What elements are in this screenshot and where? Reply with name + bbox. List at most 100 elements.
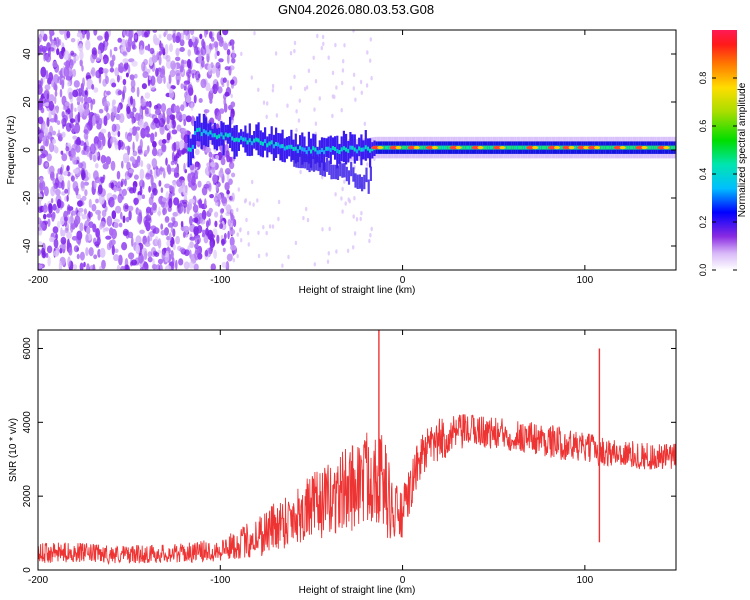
spectrogram-core — [222, 135, 225, 140]
spectrogram-speckle — [112, 99, 116, 105]
spectrogram-speckle — [187, 173, 192, 183]
spectrogram-speckle — [70, 102, 74, 113]
spectrogram-core — [673, 145, 676, 150]
spectrogram-speckle — [45, 162, 49, 167]
spectrogram-speckle — [215, 154, 220, 160]
spectrogram-speckle — [114, 248, 119, 254]
spectrogram-speckle — [192, 204, 199, 213]
spectrogram-speckle — [76, 253, 80, 260]
spectrogram-hotspot — [663, 146, 670, 150]
spectrogram-x-tick-label: 0 — [400, 275, 406, 286]
spectrogram-speckle — [103, 115, 108, 126]
spectrogram-ridge — [215, 128, 219, 151]
spectrogram-speckle — [161, 143, 167, 153]
spectrogram-speckle — [99, 52, 103, 61]
spectrogram-speckle — [122, 51, 127, 56]
spectrogram-speckle — [370, 76, 373, 81]
spectrogram-speckle — [48, 94, 55, 103]
spectrogram-speckle — [52, 138, 57, 144]
spectrogram-speckle — [204, 198, 207, 209]
spectrogram-speckle — [62, 106, 68, 111]
spectrogram-speckle — [128, 30, 133, 41]
spectrogram-lobe — [369, 166, 372, 181]
spectrogram-hotspot — [562, 145, 571, 150]
spectrogram-speckle — [352, 245, 355, 250]
spectrogram-core — [629, 145, 632, 150]
spectrogram-speckle — [132, 107, 137, 113]
spectrogram-speckle — [91, 84, 95, 90]
spectrogram-speckle — [161, 65, 166, 75]
spectrogram-speckle — [101, 259, 106, 270]
spectrogram-lobe — [332, 164, 335, 180]
spectrogram-hotspot — [594, 146, 601, 150]
spectrogram-speckle — [342, 59, 345, 64]
spectrogram-core — [338, 150, 341, 154]
spectrogram-speckle — [96, 35, 103, 41]
spectrogram-speckle — [85, 234, 89, 243]
spectrogram-speckle — [117, 139, 124, 148]
spectrogram-speckle — [103, 54, 109, 64]
spectrogram-speckle — [145, 173, 152, 180]
spectrogram-core — [215, 135, 219, 140]
spectrogram-speckle — [72, 155, 77, 165]
spectrogram-speckle — [116, 264, 121, 270]
spectrogram-speckle — [162, 111, 166, 121]
spectrogram-speckle — [216, 81, 219, 91]
spectrogram-speckle — [52, 226, 59, 234]
spectrogram-hotspot — [493, 145, 502, 150]
spectrogram-speckle — [108, 196, 115, 208]
spectrogram-core — [544, 145, 547, 150]
spectrogram-ridge — [264, 127, 267, 151]
spectrogram-speckle — [265, 114, 268, 120]
spectrogram-speckle — [114, 67, 120, 77]
spectrogram-speckle — [240, 51, 243, 57]
spectrogram-speckle — [208, 207, 213, 214]
spectrogram-core — [607, 145, 610, 150]
spectrogram-lobe — [334, 164, 337, 180]
spectrogram-speckle — [191, 175, 196, 187]
spectrogram-core — [285, 145, 289, 150]
spectrogram-core — [207, 132, 210, 137]
spectrogram-speckle — [99, 221, 106, 228]
spectrogram-speckle — [165, 59, 172, 69]
spectrogram-core — [382, 145, 385, 150]
spectrogram-speckle — [340, 108, 343, 113]
snr-x-tick-label: 100 — [577, 575, 594, 586]
spectrogram-speckle — [293, 40, 297, 46]
spectrogram-speckle — [209, 87, 214, 94]
spectrogram-speckle — [81, 195, 87, 201]
spectrogram-speckle — [257, 87, 260, 93]
spectrogram-core — [318, 149, 321, 154]
spectrogram-speckle — [353, 231, 357, 236]
spectrogram-speckle — [232, 48, 235, 59]
spectrogram-speckle — [78, 87, 82, 97]
spectrogram-core — [351, 145, 354, 150]
spectrogram-speckle — [208, 151, 213, 158]
spectrogram-lobe — [293, 152, 296, 167]
spectrogram-speckle — [224, 232, 227, 240]
spectrogram-speckle — [175, 235, 181, 245]
spectrogram-speckle — [56, 48, 60, 56]
spectrogram-core — [513, 145, 516, 150]
spectrogram-core — [646, 145, 649, 150]
spectrogram-ridge — [189, 138, 192, 166]
spectrogram-speckle — [152, 141, 157, 148]
spectrogram-speckle — [181, 113, 187, 121]
spectrogram-core — [509, 145, 512, 150]
spectrogram-speckle — [141, 83, 147, 90]
spectrogram-speckle — [43, 52, 46, 62]
spectrogram-core — [487, 145, 490, 150]
spectrogram-speckle — [328, 226, 331, 232]
spectrogram-hotspot — [431, 146, 438, 150]
spectrogram-speckle — [54, 83, 58, 92]
spectrogram-speckle — [98, 67, 104, 75]
spectrogram-speckle — [174, 104, 177, 113]
spectrogram-speckle — [145, 214, 152, 222]
spectrogram-core — [349, 145, 352, 150]
spectrogram-speckle — [168, 232, 172, 242]
spectrogram-lobe — [299, 153, 302, 169]
spectrogram-speckle — [94, 176, 101, 184]
spectrogram-speckle — [79, 222, 84, 232]
spectrogram-speckle — [219, 108, 225, 114]
